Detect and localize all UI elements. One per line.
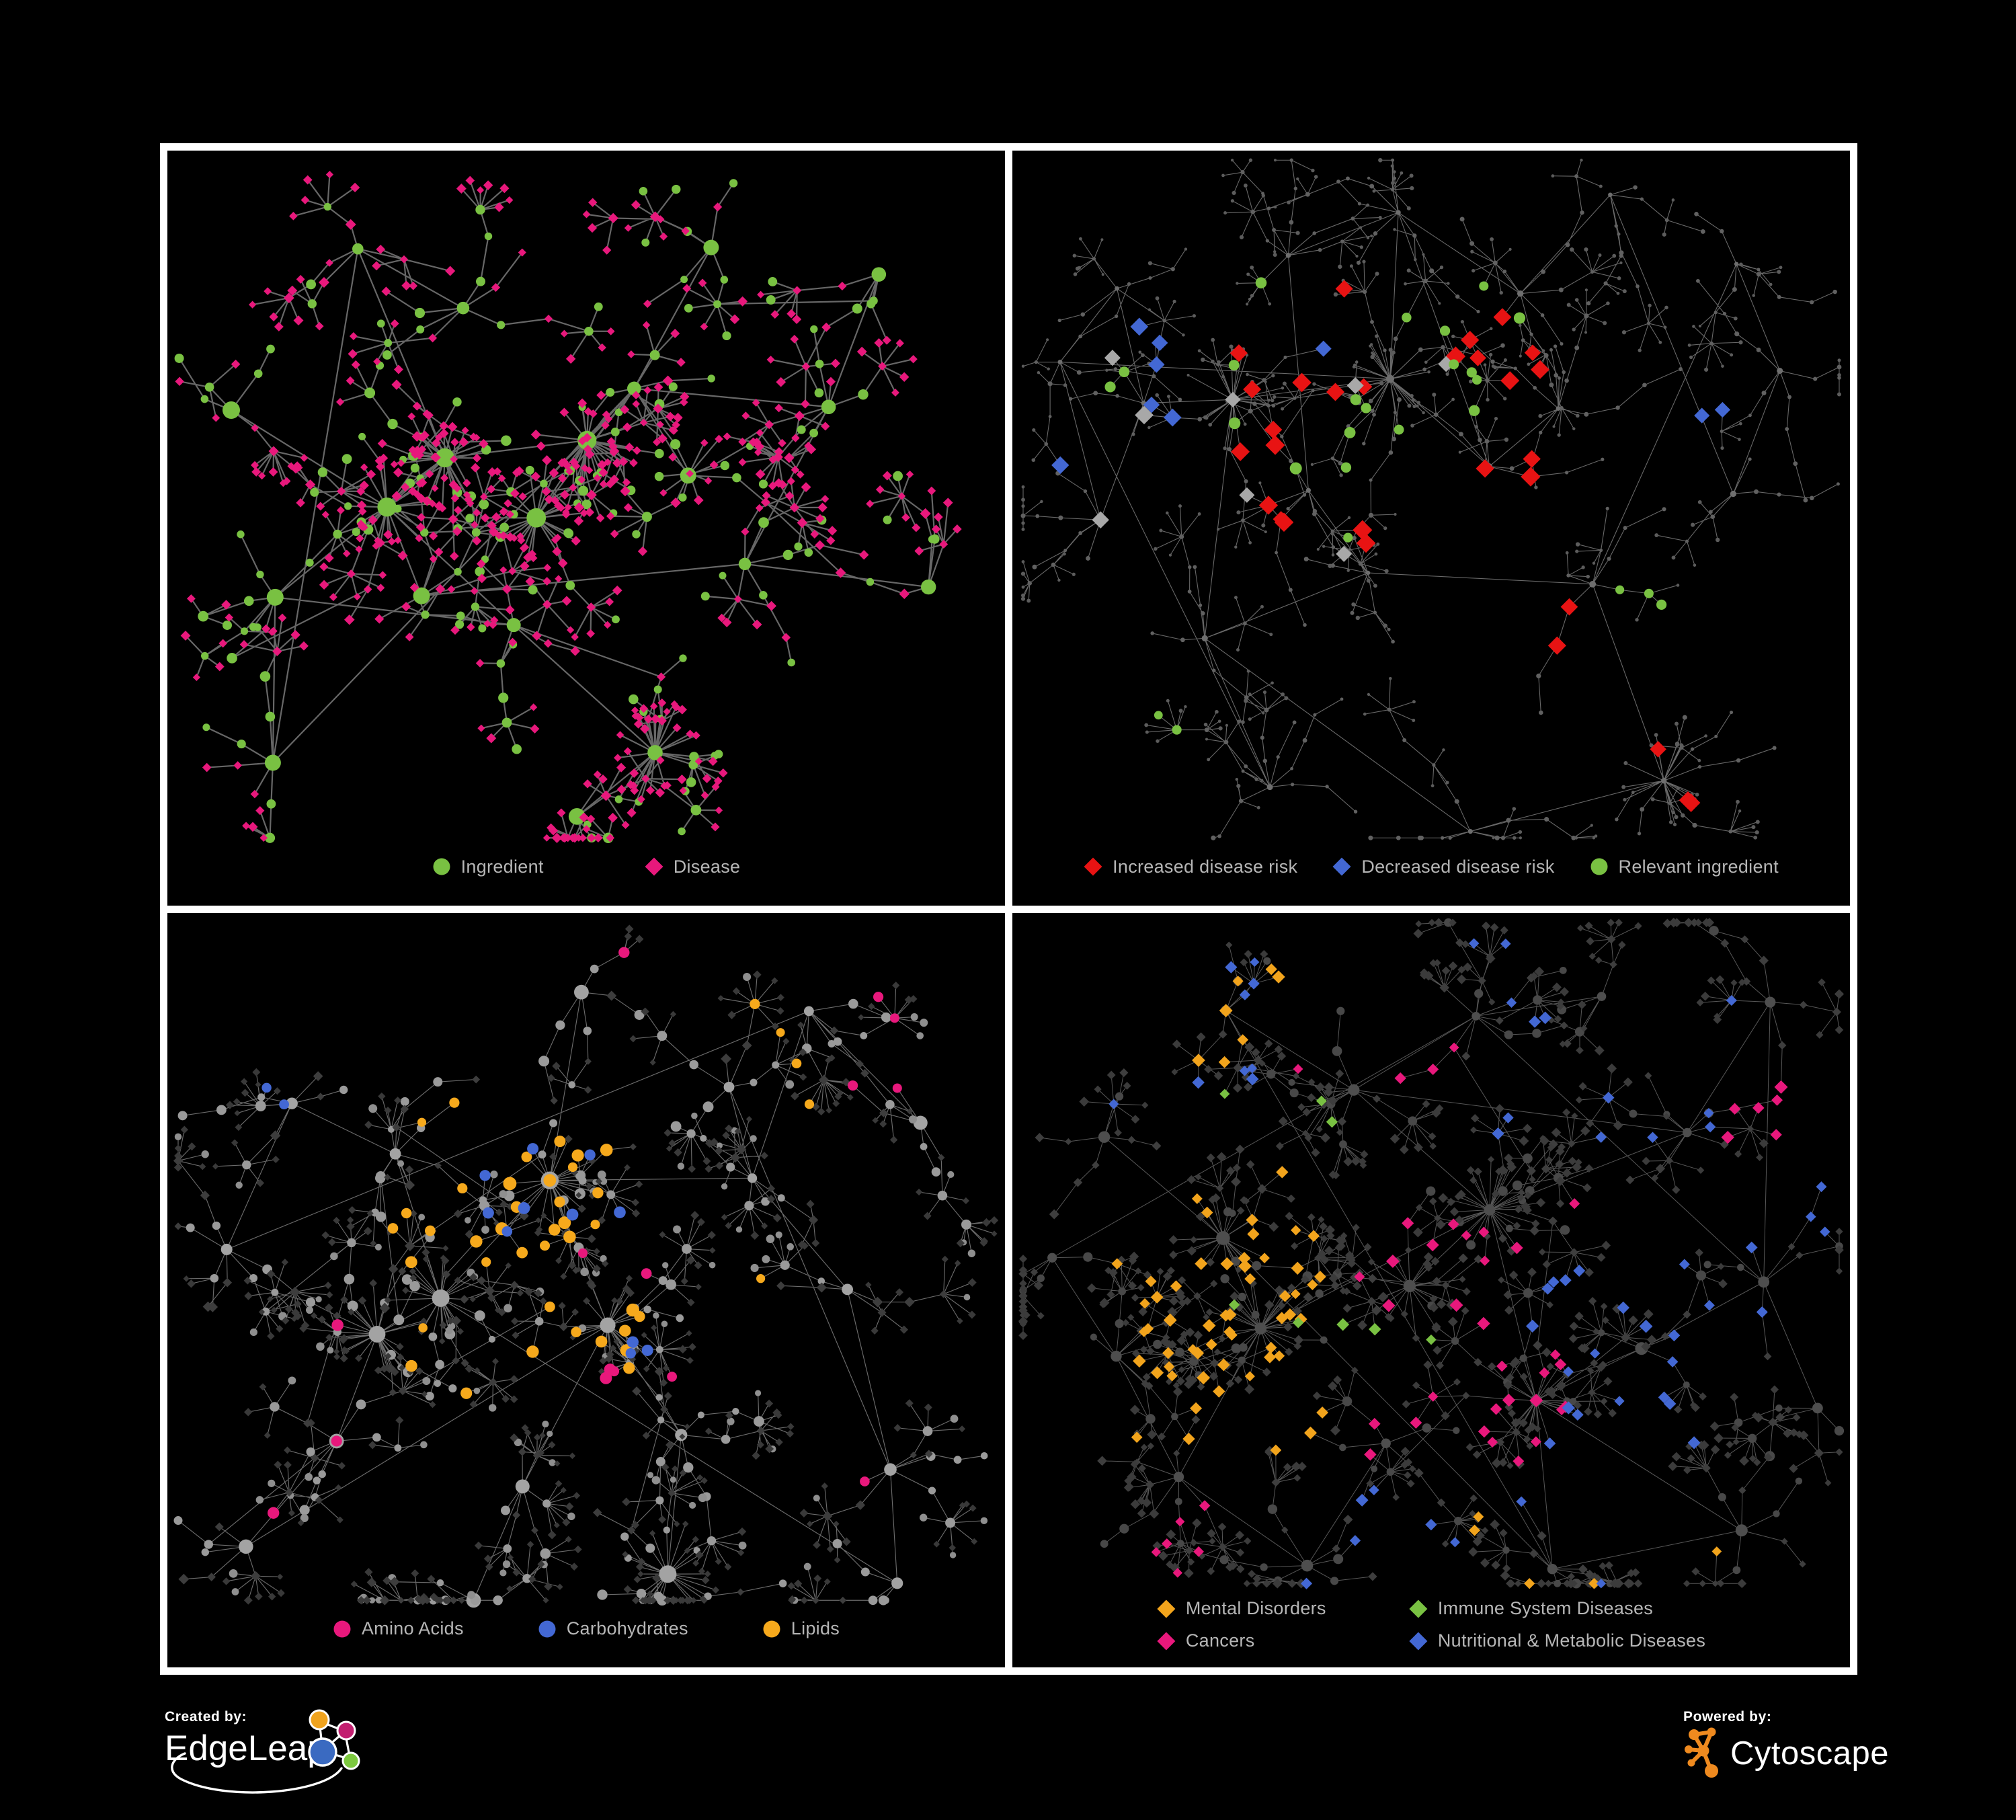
panel-ingredient-disease-network: Ingredient Disease [167, 151, 1005, 906]
ingredient-disease-network-canvas [174, 171, 962, 843]
legend-diamond-icon [645, 857, 663, 876]
legend-diamond-icon [1409, 1599, 1428, 1618]
legend-item: Relevant ingredient [1590, 857, 1779, 877]
legend-circle-icon [333, 1620, 351, 1637]
legend-label: Disease [673, 856, 741, 877]
legend-label: Lipids [791, 1618, 840, 1638]
disease-category-network-canvas [1018, 917, 1845, 1589]
legend-label: Mental Disorders [1185, 1598, 1326, 1618]
legend-diamond-icon [1332, 857, 1351, 876]
legend-item: Carbohydrates [538, 1618, 688, 1639]
legend-item: Lipids [762, 1618, 840, 1639]
legend-item: Decreased disease risk [1332, 857, 1554, 877]
edgeleap-wordmark: EdgeLeap [165, 1729, 327, 1768]
legend-diamond-icon [1084, 857, 1102, 876]
panel-disease-risk-network: Increased disease risk Decreased disease … [1012, 151, 1850, 906]
legend-item: Mental Disorders [1157, 1598, 1409, 1619]
cytoscape-logo-icon [1685, 1727, 1718, 1778]
legend-item: Nutritional & Metabolic Diseases [1409, 1630, 1705, 1651]
panel-disease-category-network: Mental Disorders Immune System Diseases Ca… [1012, 912, 1850, 1667]
disease-risk-network-canvas [1020, 158, 1842, 840]
ingredient-disease-legend: Ingredient Disease [167, 857, 1005, 877]
legend-label: Cancers [1185, 1630, 1255, 1651]
legend-item: Cancers [1157, 1630, 1409, 1651]
legend-item: Immune System Diseases [1409, 1598, 1705, 1619]
legend-circle-icon [538, 1620, 556, 1637]
legend-item: Ingredient [432, 857, 544, 877]
legend-label: Nutritional & Metabolic Diseases [1437, 1630, 1706, 1651]
disease-category-legend: Mental Disorders Immune System Diseases Ca… [1157, 1598, 1705, 1651]
legend-label: Increased disease risk [1113, 856, 1298, 877]
legend-item: Disease [645, 857, 741, 877]
legend-diamond-icon [1409, 1632, 1428, 1650]
panel-grid: Ingredient Disease Increased disease risk… [160, 143, 1857, 1675]
created-by-label: Created by: [165, 1709, 247, 1725]
legend-circle-icon [1590, 858, 1608, 875]
disease-risk-legend: Increased disease risk Decreased disease … [1012, 857, 1850, 877]
legend-circle-icon [763, 1620, 780, 1637]
legend-label: Immune System Diseases [1437, 1598, 1654, 1618]
legend-diamond-icon [1157, 1632, 1176, 1650]
legend-circle-icon [433, 858, 450, 875]
cytoscape-credit: Powered by: Cytoscape [1683, 1709, 1912, 1796]
cytoscape-wordmark: Cytoscape [1730, 1735, 1890, 1772]
panel-nutrient-class-network: Amino Acids Carbohydrates Lipids [167, 912, 1005, 1667]
edgeleap-credit: Created by: EdgeLeap [165, 1709, 393, 1796]
legend-label: Carbohydrates [566, 1618, 688, 1638]
legend-label: Amino Acids [361, 1618, 464, 1638]
powered-by-label: Powered by: [1683, 1709, 1772, 1725]
legend-item: Amino Acids [333, 1618, 464, 1639]
nutrient-class-legend: Amino Acids Carbohydrates Lipids [167, 1618, 1005, 1639]
legend-label: Ingredient [460, 856, 544, 877]
legend-diamond-icon [1157, 1599, 1176, 1618]
legend-item: Increased disease risk [1084, 857, 1297, 877]
legend-label: Decreased disease risk [1361, 856, 1555, 877]
nutrient-class-network-canvas [173, 924, 999, 1608]
legend-label: Relevant ingredient [1618, 856, 1779, 877]
